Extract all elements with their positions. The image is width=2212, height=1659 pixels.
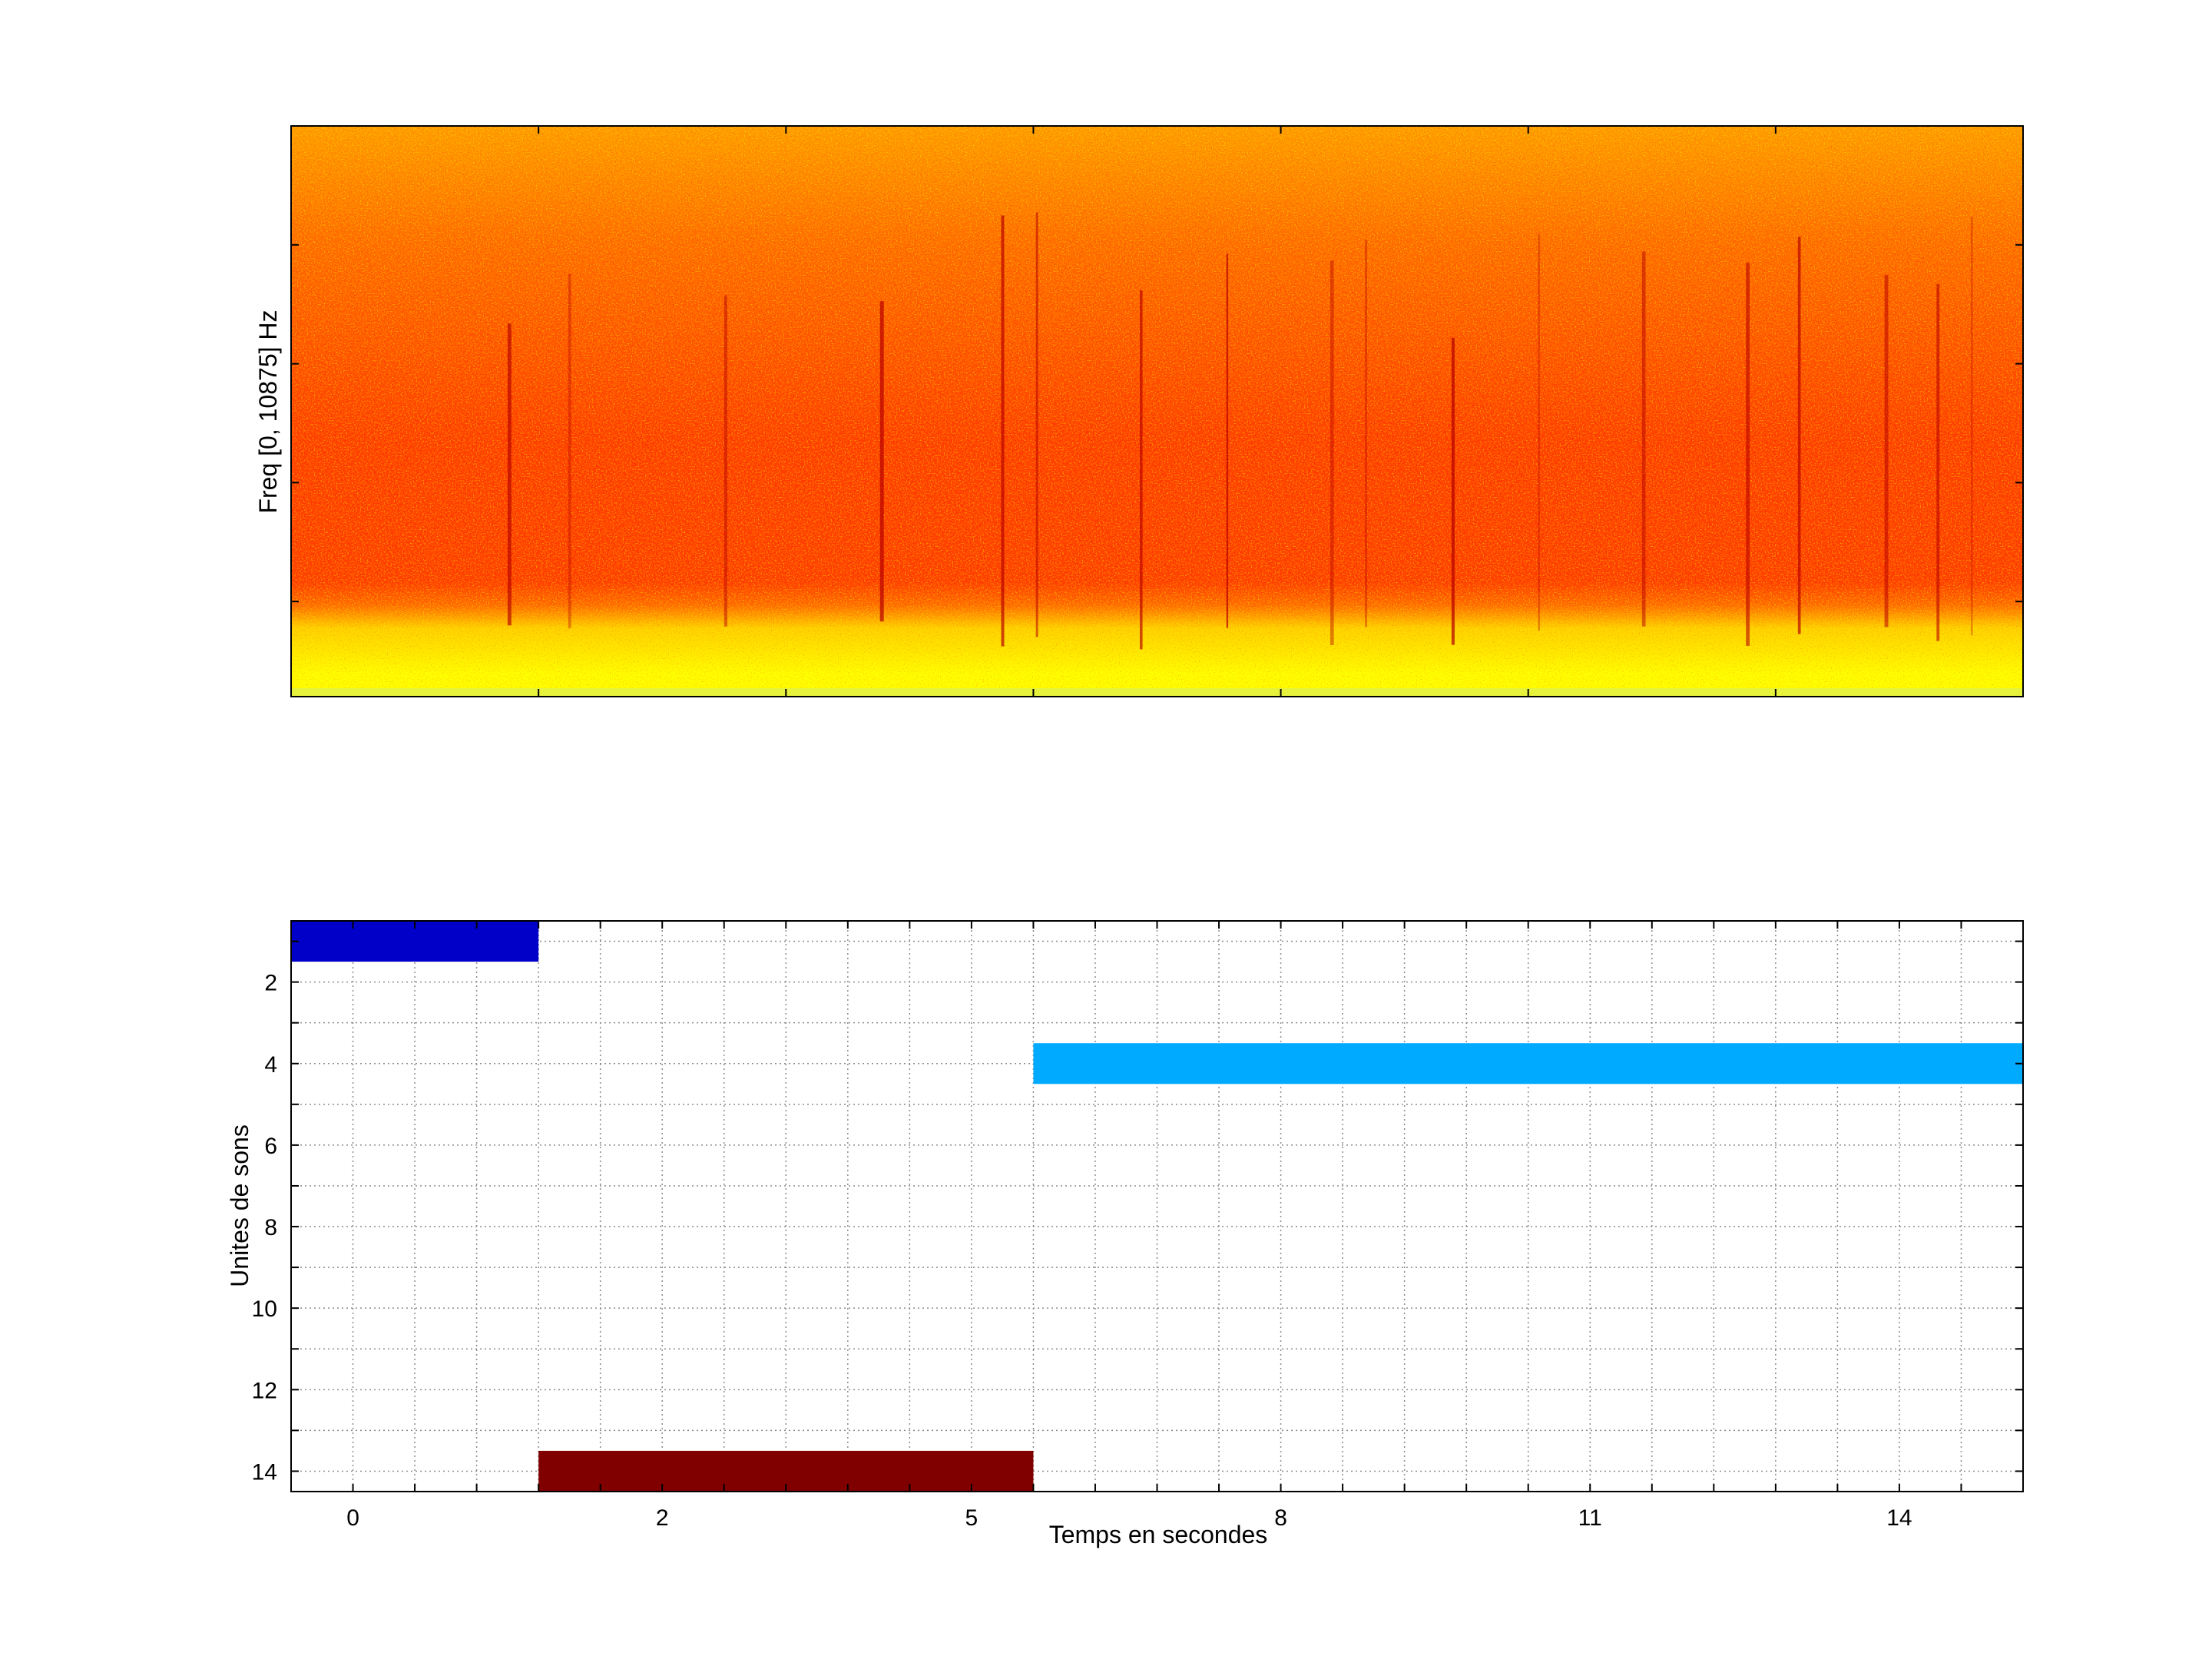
units-xlabel: Temps en secondes: [1049, 1521, 1268, 1548]
spectrogram-streak: [1641, 251, 1646, 627]
spectrogram-streak: [1140, 290, 1143, 650]
units-x-tick-label: 8: [1274, 1505, 1287, 1531]
spectrogram-streak: [1001, 215, 1005, 647]
unit-bar: [1033, 1043, 2023, 1084]
units-x-tick-label: 11: [1578, 1505, 1602, 1531]
spectrogram-streak: [1936, 283, 1940, 641]
spectrogram-streak: [1330, 260, 1334, 645]
spectrogram-bottom-band: [291, 688, 2023, 697]
units-y-tick-labels: 2 4 6 8 10 12 14: [252, 971, 277, 1485]
spectrogram-ylabel: Freq [0, 10875] Hz: [254, 310, 282, 513]
units-y-tick-label: 2: [264, 971, 277, 996]
spectrogram-streak: [568, 273, 571, 629]
units-y-tick-label: 6: [264, 1134, 277, 1159]
spectrogram-streaks: [507, 212, 1973, 650]
spectrogram-streak: [1971, 216, 1973, 636]
spectrogram-dark-texture: [291, 126, 2023, 697]
units-x-tick-label: 5: [965, 1505, 979, 1531]
spectrogram-streak: [1365, 240, 1367, 628]
spectrogram-streak: [1035, 212, 1038, 637]
spectrogram-streak: [1538, 234, 1540, 631]
units-y-tick-label: 10: [252, 1296, 277, 1322]
spectrogram-panel: Freq [0, 10875] Hz: [254, 125, 2024, 697]
spectrogram-streak: [1884, 275, 1889, 628]
spectrogram-streak: [507, 323, 512, 626]
units-y-tick-label: 14: [252, 1459, 277, 1485]
spectrogram-streak: [724, 295, 727, 627]
spectrogram-streak: [1451, 337, 1455, 645]
units-panel: 0 2 5 8 11 14 2 4 6 8 10 12 14 Temps en secondes Un…: [226, 920, 2024, 1548]
spectrogram-streak: [1746, 262, 1750, 646]
units-x-tick-labels: 0 2 5 8 11 14: [346, 1505, 1912, 1531]
units-y-tick-label: 12: [252, 1378, 277, 1403]
spectrogram-streak: [879, 301, 884, 622]
units-bars: [291, 921, 2023, 1492]
units-x-tick-label: 0: [346, 1505, 359, 1531]
units-ticks: [291, 921, 2023, 1492]
units-x-tick-label: 14: [1886, 1505, 1912, 1531]
units-ylabel: Unites de sons: [226, 1124, 253, 1287]
units-y-tick-label: 4: [264, 1052, 277, 1078]
spectrogram-ticks: [291, 126, 2023, 697]
spectrogram-streak: [1797, 237, 1801, 634]
units-x-tick-label: 2: [656, 1505, 669, 1531]
spectrogram-streak: [1226, 253, 1229, 628]
units-y-tick-label: 8: [264, 1215, 277, 1240]
spectrogram-axes-box: [290, 125, 2024, 697]
